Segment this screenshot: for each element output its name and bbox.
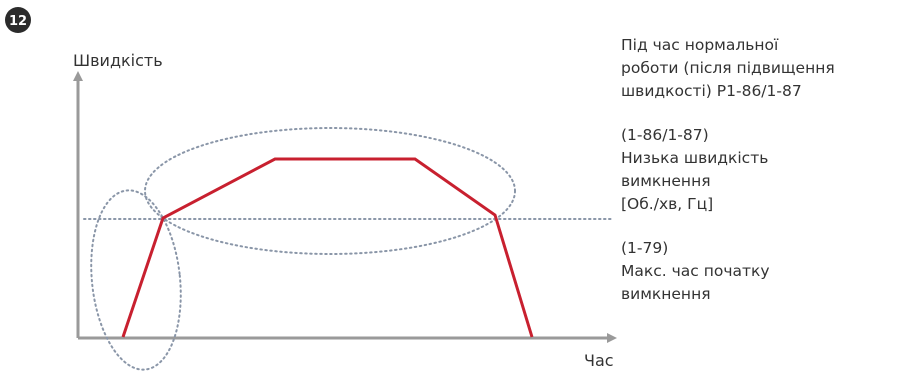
x-axis-label: Час (584, 351, 614, 370)
note-line: [Об./хв, Гц] (621, 195, 714, 213)
note-max-start-time: (1-79) Макс. час початку вимкнення (621, 237, 891, 306)
note-line: вимкнення (621, 285, 711, 303)
speed-profile-curve (121, 157, 534, 338)
note-normal-operation: Під час нормальної роботи (після підвище… (621, 34, 891, 103)
y-axis-label: Швидкість (73, 51, 163, 70)
note-line: (1-79) (621, 239, 669, 257)
badge-circle (5, 7, 31, 33)
note-line: Низька швидкість (621, 149, 769, 167)
notes-panel: Під час нормальної роботи (після підвище… (621, 34, 891, 327)
badge-number: 12 (9, 14, 27, 29)
note-line: вимкнення (621, 172, 711, 190)
note-line: Під час нормальної (621, 36, 779, 54)
note-line: швидкості) P1-86/1-87 (621, 82, 802, 100)
startup-ellipse (90, 189, 182, 371)
step-badge: 12 (5, 7, 31, 33)
note-line: роботи (після підвищення (621, 59, 835, 77)
note-line: (1-86/1-87) (621, 126, 709, 144)
note-low-speed: (1-86/1-87) Низька швидкість вимкнення [… (621, 124, 891, 216)
note-line: Макс. час початку (621, 262, 770, 280)
normal-operation-ellipse (144, 127, 516, 255)
